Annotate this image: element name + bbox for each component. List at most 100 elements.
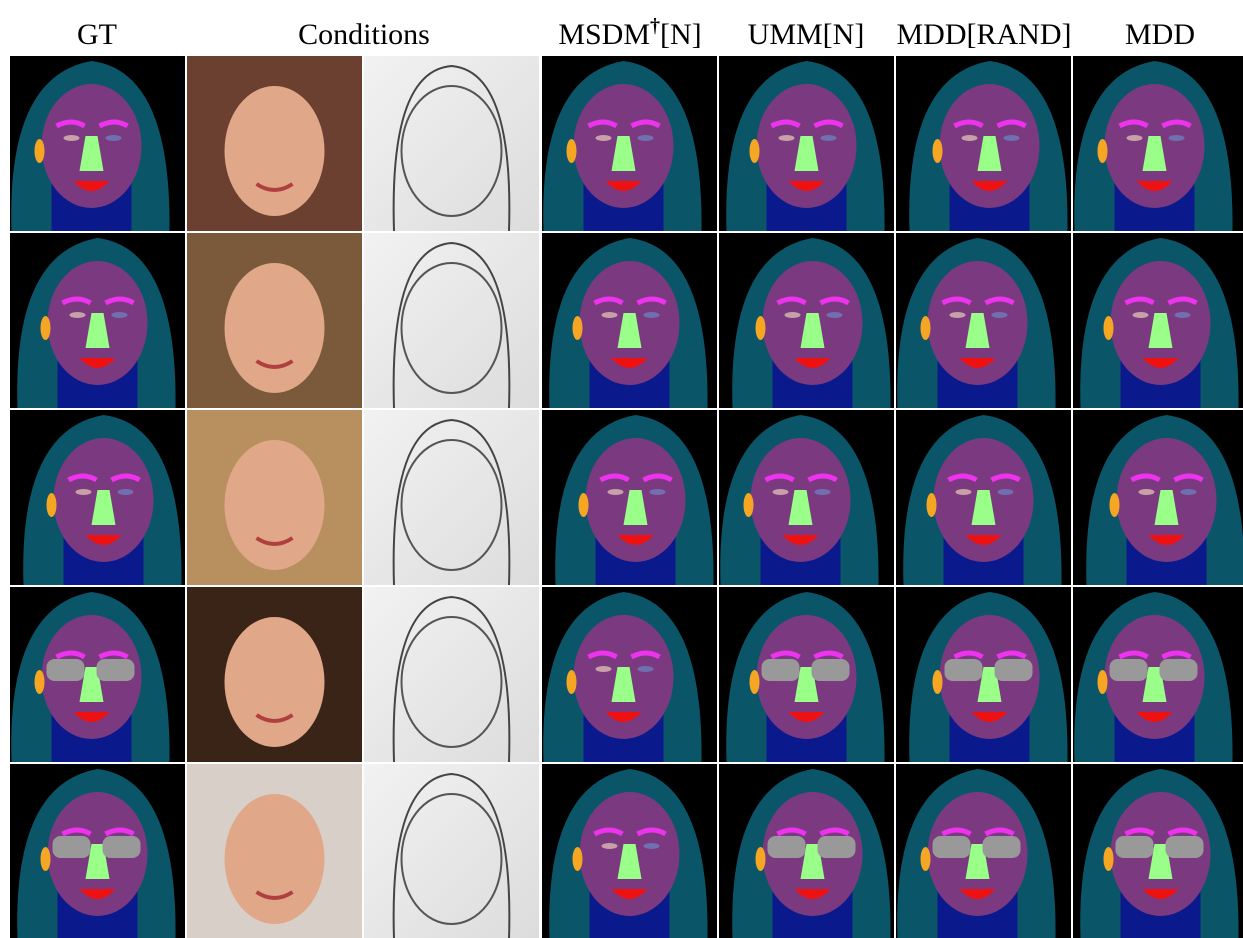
brow bbox=[593, 296, 667, 306]
sketch-hair bbox=[392, 772, 511, 938]
ear bbox=[749, 139, 760, 163]
mouth bbox=[79, 889, 116, 899]
eye bbox=[955, 489, 972, 495]
brow bbox=[941, 296, 1015, 306]
nose bbox=[788, 490, 813, 525]
eye bbox=[949, 312, 966, 318]
column-header: Conditions bbox=[298, 18, 430, 51]
mouth bbox=[959, 889, 996, 899]
sketch-hair bbox=[392, 595, 511, 763]
mouth bbox=[788, 181, 825, 191]
eye bbox=[637, 666, 654, 672]
eye bbox=[1138, 489, 1155, 495]
brow bbox=[1124, 296, 1198, 306]
mouth bbox=[73, 181, 110, 191]
eye bbox=[117, 489, 134, 495]
ear bbox=[40, 847, 51, 871]
ear bbox=[743, 493, 754, 517]
brow bbox=[55, 119, 129, 129]
column-header: MDD[RAND] bbox=[897, 18, 1072, 51]
eye bbox=[1180, 489, 1197, 495]
brow bbox=[599, 473, 673, 483]
column-header: GT bbox=[77, 18, 117, 51]
nose bbox=[611, 136, 636, 171]
nose bbox=[611, 667, 636, 702]
ear bbox=[572, 847, 583, 871]
eye bbox=[601, 312, 618, 318]
brow bbox=[764, 473, 838, 483]
glasses bbox=[761, 659, 800, 681]
column-header: MSDM†[N] bbox=[558, 15, 701, 51]
sketch-bg bbox=[364, 233, 539, 408]
ear bbox=[932, 139, 943, 163]
eye bbox=[814, 489, 831, 495]
sketch-face bbox=[400, 262, 503, 394]
photo-smile bbox=[255, 182, 294, 192]
segmentation-map bbox=[542, 233, 717, 408]
nose bbox=[623, 490, 648, 525]
face-sketch bbox=[364, 410, 539, 586]
segmentation-map bbox=[1073, 587, 1243, 762]
segmentation-map bbox=[1073, 764, 1243, 938]
segmentation-map bbox=[1073, 410, 1243, 585]
ear bbox=[755, 316, 766, 340]
segmentation-map bbox=[10, 233, 185, 408]
ear bbox=[566, 670, 577, 694]
brow bbox=[776, 827, 850, 837]
ear bbox=[920, 316, 931, 340]
eye bbox=[778, 135, 795, 141]
mouth bbox=[1136, 712, 1173, 722]
face-photo bbox=[187, 233, 362, 408]
sketch-hair bbox=[392, 241, 511, 409]
brow bbox=[947, 473, 1021, 483]
photo-face bbox=[224, 617, 325, 747]
eye bbox=[75, 489, 92, 495]
eye bbox=[607, 489, 624, 495]
mouth bbox=[611, 889, 648, 899]
face-photo bbox=[187, 764, 362, 938]
eye bbox=[649, 489, 666, 495]
nose bbox=[800, 313, 825, 348]
brow bbox=[770, 650, 844, 660]
ear bbox=[1097, 670, 1108, 694]
face-photo bbox=[187, 56, 362, 231]
sketch-face bbox=[400, 439, 503, 571]
sketch-hair bbox=[392, 418, 511, 586]
mouth bbox=[1136, 181, 1173, 191]
ear bbox=[1103, 316, 1114, 340]
nose bbox=[617, 844, 642, 879]
sketch-bg bbox=[364, 764, 539, 938]
sketch-face bbox=[400, 793, 503, 925]
brow bbox=[953, 119, 1027, 129]
glasses bbox=[944, 659, 983, 681]
eye bbox=[637, 135, 654, 141]
photo-face bbox=[224, 440, 325, 570]
brow bbox=[1124, 827, 1198, 837]
eye bbox=[1126, 135, 1143, 141]
mouth bbox=[605, 712, 642, 722]
segmentation-map bbox=[896, 233, 1071, 408]
face-sketch bbox=[364, 587, 539, 763]
brow bbox=[941, 827, 1015, 837]
ear bbox=[1109, 493, 1120, 517]
mouth bbox=[605, 181, 642, 191]
mouth bbox=[794, 889, 831, 899]
eye bbox=[784, 312, 801, 318]
glasses bbox=[817, 836, 856, 858]
sketch-hair bbox=[392, 64, 511, 232]
photo-smile bbox=[255, 890, 294, 900]
eye bbox=[961, 135, 978, 141]
glasses bbox=[767, 836, 806, 858]
glasses bbox=[52, 836, 91, 858]
column-header: UMM[N] bbox=[748, 18, 865, 51]
face-sketch bbox=[364, 233, 539, 409]
mouth bbox=[73, 712, 110, 722]
brow bbox=[1118, 119, 1192, 129]
brow bbox=[1130, 473, 1204, 483]
ear bbox=[34, 139, 45, 163]
ear bbox=[40, 316, 51, 340]
nose bbox=[1148, 313, 1173, 348]
mouth bbox=[794, 358, 831, 368]
photo-face bbox=[224, 794, 325, 924]
